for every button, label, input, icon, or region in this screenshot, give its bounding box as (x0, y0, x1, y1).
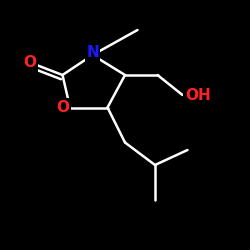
Text: OH: OH (185, 88, 211, 102)
Text: N: N (86, 45, 99, 60)
Text: O: O (24, 55, 36, 70)
Text: O: O (56, 100, 69, 115)
